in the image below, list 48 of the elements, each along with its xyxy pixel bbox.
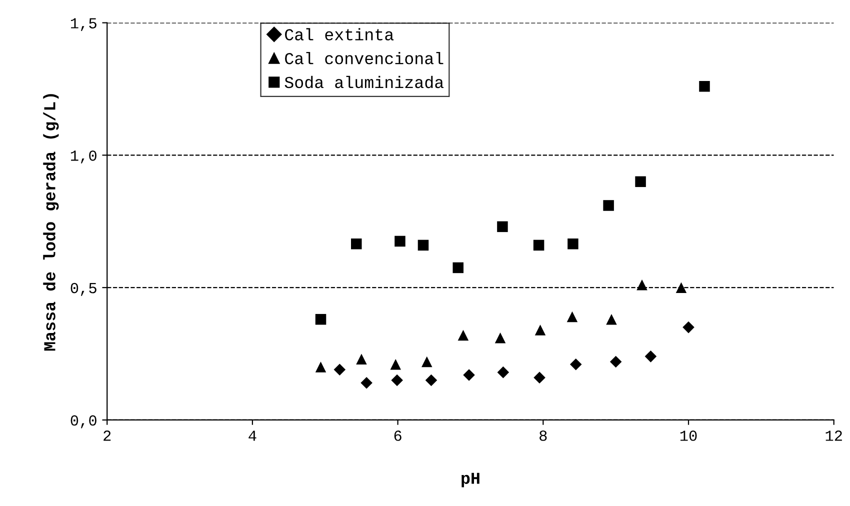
point — [458, 330, 469, 341]
y-tick-label: 1,0 — [70, 150, 96, 164]
point — [497, 221, 508, 232]
point — [682, 321, 694, 334]
x-tick-label: 12 — [826, 430, 842, 441]
point — [356, 354, 367, 364]
point — [606, 314, 617, 325]
point — [390, 358, 401, 370]
legend-label: Soda aluminizada — [284, 76, 444, 88]
x-axis-title: pH — [462, 472, 480, 488]
point — [570, 358, 582, 370]
point — [315, 362, 326, 372]
point — [568, 238, 578, 250]
point — [534, 324, 546, 336]
point — [425, 374, 438, 386]
point — [421, 356, 432, 368]
point — [334, 364, 346, 376]
y-axis-title: Massa de lodo gerada (g/L) — [43, 94, 59, 351]
point — [391, 374, 403, 386]
point — [635, 176, 646, 188]
point — [394, 236, 406, 247]
point — [418, 240, 429, 251]
point — [644, 350, 657, 362]
point — [610, 356, 622, 368]
y-tick-label: 0,5 — [70, 282, 96, 296]
point — [350, 238, 362, 250]
point — [494, 332, 506, 344]
point — [497, 366, 510, 378]
point — [534, 372, 546, 384]
point — [315, 314, 326, 325]
legend-label: Cal convencional — [285, 52, 444, 64]
y-tick-label: 1,5 — [70, 18, 96, 32]
point — [452, 262, 464, 274]
x-tick-label: 8 — [540, 430, 547, 441]
x-tick-label: 6 — [394, 430, 402, 441]
point — [603, 200, 614, 211]
point — [676, 282, 687, 293]
x-tick-label: 2 — [104, 430, 111, 441]
x-tick-label: 10 — [680, 430, 697, 441]
y-tick-label: 0,0 — [70, 415, 96, 428]
point — [636, 280, 648, 290]
point — [699, 80, 710, 92]
point — [566, 311, 578, 322]
point — [360, 377, 372, 389]
point — [533, 240, 544, 251]
legend-label: Cal extinta — [285, 28, 394, 40]
x-tick-label: 4 — [248, 430, 256, 441]
point — [463, 369, 475, 381]
